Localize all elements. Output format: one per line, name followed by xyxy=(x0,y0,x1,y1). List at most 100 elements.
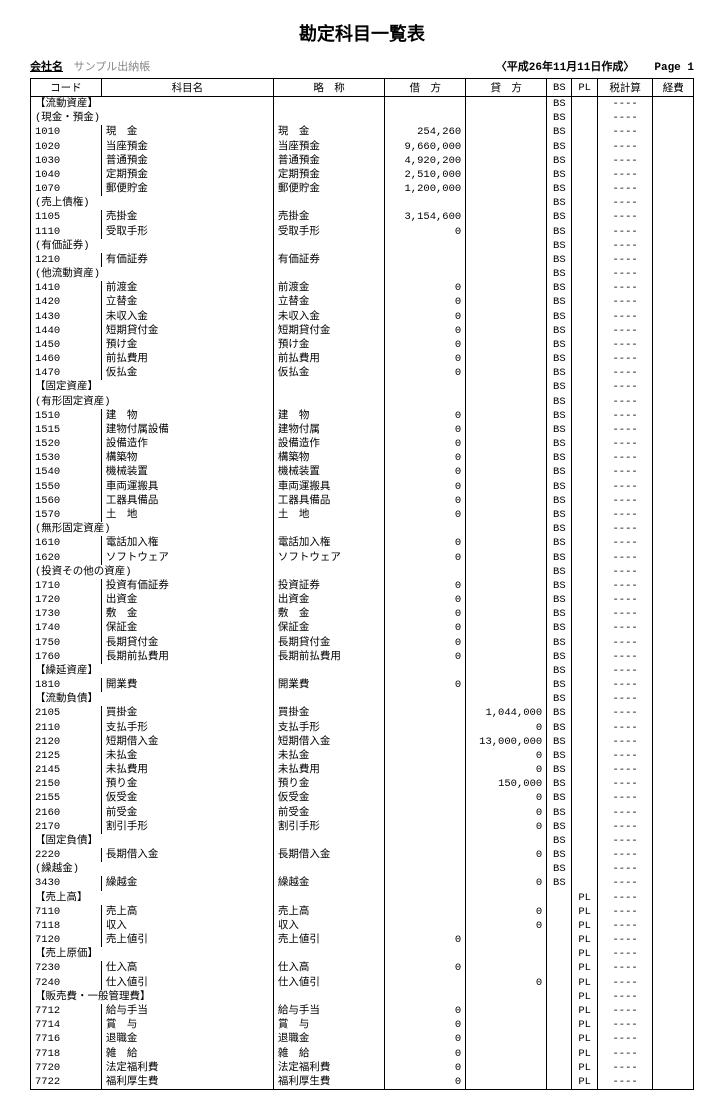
cell-debit xyxy=(385,763,466,777)
cell-exp xyxy=(653,990,694,1004)
cell-bs: BS xyxy=(547,551,572,565)
cell-abbr: 投資証券 xyxy=(273,579,384,593)
date-page-block: 〈平成26年11月11日作成〉 Page 1 xyxy=(496,58,694,74)
cell-code: 2160 xyxy=(31,806,102,820)
cell-bs: BS xyxy=(547,97,572,112)
cell-name: 出資金 xyxy=(101,593,273,607)
cell-exp xyxy=(653,721,694,735)
cell-credit xyxy=(466,480,547,494)
table-row: 1450預け金預け金0BS---- xyxy=(31,338,694,352)
cell-debit xyxy=(385,777,466,791)
cell-abbr: 長期借入金 xyxy=(273,848,384,862)
cell-bs: BS xyxy=(547,352,572,366)
cell-pl xyxy=(572,111,597,125)
cell-abbr xyxy=(273,565,384,579)
cell-tax: ---- xyxy=(597,749,653,763)
cell-credit xyxy=(466,111,547,125)
table-row: 2220長期借入金長期借入金0BS---- xyxy=(31,848,694,862)
cell-pl xyxy=(572,281,597,295)
cell-abbr xyxy=(273,395,384,409)
cell-pl xyxy=(572,409,597,423)
cell-pl xyxy=(572,494,597,508)
cell-bs: BS xyxy=(547,210,572,224)
cell-code: 2145 xyxy=(31,763,102,777)
table-row: 1560工器具備品工器具備品0BS---- xyxy=(31,494,694,508)
cell-debit: 0 xyxy=(385,437,466,451)
table-row: 1540機械装置機械装置0BS---- xyxy=(31,465,694,479)
cell-tax: ---- xyxy=(597,281,653,295)
cell-debit xyxy=(385,876,466,890)
cell-bs xyxy=(547,976,572,990)
cell-exp xyxy=(653,1047,694,1061)
cell-abbr: 車両運搬具 xyxy=(273,480,384,494)
cell-tax: ---- xyxy=(597,154,653,168)
cell-code: 1610 xyxy=(31,536,102,550)
table-row: 2105買掛金買掛金1,044,000BS---- xyxy=(31,706,694,720)
cell-tax: ---- xyxy=(597,834,653,848)
cell-bs: BS xyxy=(547,862,572,876)
cell-credit xyxy=(466,196,547,210)
table-row: 【流動負債】BS---- xyxy=(31,692,694,706)
cell-tax: ---- xyxy=(597,395,653,409)
cell-credit xyxy=(466,225,547,239)
cell-credit: 0 xyxy=(466,721,547,735)
cell-credit: 1,044,000 xyxy=(466,706,547,720)
cell-tax: ---- xyxy=(597,409,653,423)
table-row: 7110売上高売上高0PL---- xyxy=(31,905,694,919)
cell-credit xyxy=(466,338,547,352)
cell-exp xyxy=(653,1032,694,1046)
cell-tax: ---- xyxy=(597,182,653,196)
cell-abbr xyxy=(273,664,384,678)
cell-tax: ---- xyxy=(597,1047,653,1061)
cell-bs xyxy=(547,961,572,975)
table-row: 7230仕入高仕入高0PL---- xyxy=(31,961,694,975)
cell-name: 預け金 xyxy=(101,338,273,352)
cell-credit xyxy=(466,239,547,253)
cell-code: 1450 xyxy=(31,338,102,352)
cell-tax: ---- xyxy=(597,1032,653,1046)
cell-bs: BS xyxy=(547,565,572,579)
section-label: 【固定資産】 xyxy=(31,380,274,394)
cell-tax: ---- xyxy=(597,891,653,905)
cell-debit: 0 xyxy=(385,310,466,324)
cell-debit xyxy=(385,891,466,905)
cell-credit xyxy=(466,465,547,479)
cell-exp xyxy=(653,806,694,820)
cell-name: 敷 金 xyxy=(101,607,273,621)
cell-pl xyxy=(572,791,597,805)
cell-pl xyxy=(572,352,597,366)
cell-bs: BS xyxy=(547,281,572,295)
cell-tax: ---- xyxy=(597,1075,653,1090)
cell-exp xyxy=(653,281,694,295)
table-row: (売上債権)BS---- xyxy=(31,196,694,210)
cell-code: 1070 xyxy=(31,182,102,196)
cell-abbr: 建 物 xyxy=(273,409,384,423)
cell-pl xyxy=(572,565,597,579)
cell-name: 前受金 xyxy=(101,806,273,820)
group-label: (無形固定資産) xyxy=(31,522,274,536)
cell-pl xyxy=(572,465,597,479)
cell-credit xyxy=(466,664,547,678)
cell-exp xyxy=(653,97,694,112)
cell-debit xyxy=(385,834,466,848)
cell-credit xyxy=(466,947,547,961)
cell-name: 長期貸付金 xyxy=(101,636,273,650)
cell-debit: 0 xyxy=(385,423,466,437)
cell-bs: BS xyxy=(547,267,572,281)
table-row: 7716退職金退職金0PL---- xyxy=(31,1032,694,1046)
cell-bs: BS xyxy=(547,338,572,352)
cell-tax: ---- xyxy=(597,324,653,338)
cell-tax: ---- xyxy=(597,976,653,990)
cell-pl xyxy=(572,380,597,394)
cell-tax: ---- xyxy=(597,806,653,820)
cell-bs: BS xyxy=(547,423,572,437)
cell-credit xyxy=(466,933,547,947)
cell-pl xyxy=(572,267,597,281)
cell-debit xyxy=(385,253,466,267)
cell-pl xyxy=(572,735,597,749)
col-header-tax: 税計算 xyxy=(597,79,653,97)
cell-abbr: 長期貸付金 xyxy=(273,636,384,650)
cell-tax: ---- xyxy=(597,579,653,593)
cell-name: 雑 給 xyxy=(101,1047,273,1061)
cell-name: 立替金 xyxy=(101,295,273,309)
